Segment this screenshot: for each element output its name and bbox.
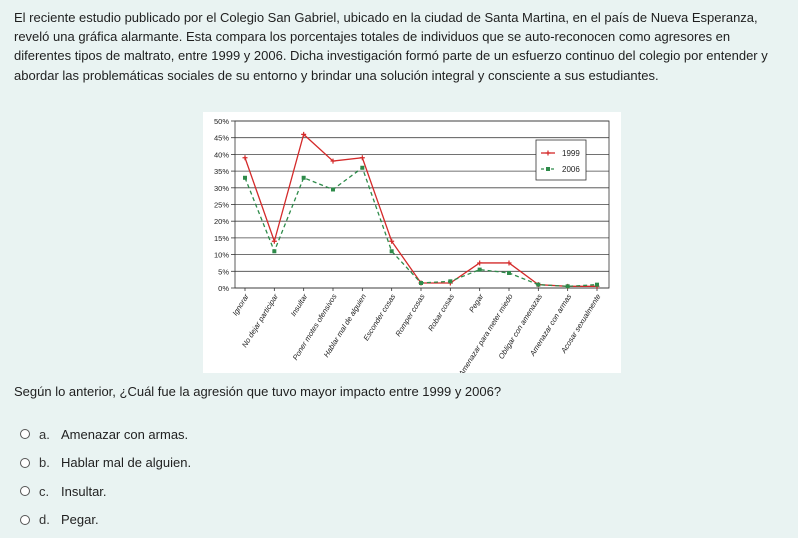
option-label: Pegar.	[61, 512, 99, 528]
data-point-2006	[331, 187, 335, 192]
data-point-2006	[360, 165, 365, 170]
data-point-1999	[271, 238, 277, 244]
data-point-2006	[477, 267, 482, 272]
data-point-2006	[507, 270, 511, 275]
y-tick-label: 45%	[214, 134, 229, 143]
option-letter: a.	[39, 426, 50, 442]
y-tick-label: 30%	[214, 184, 229, 193]
option-letter: c.	[39, 483, 50, 499]
y-tick-label: 50%	[214, 117, 229, 126]
option-letter: b.	[39, 455, 50, 471]
legend-marker	[546, 167, 550, 171]
data-point-1999	[359, 155, 365, 161]
y-tick-label: 0%	[218, 284, 229, 293]
y-tick-label: 35%	[214, 167, 229, 176]
data-point-1999	[506, 260, 512, 266]
y-tick-label: 10%	[214, 251, 229, 260]
data-point-2006	[389, 249, 394, 254]
answer-options: a. Amenazar con armas. b. Hablar mal de …	[20, 420, 191, 534]
radio-button[interactable]	[20, 514, 30, 525]
data-point-1999	[477, 260, 483, 266]
y-tick-label: 20%	[214, 217, 229, 226]
data-point-1999	[242, 155, 248, 161]
data-point-2006	[419, 280, 423, 285]
x-tick-label: Ignorar	[230, 292, 250, 317]
data-point-2006	[301, 175, 306, 180]
x-tick-label: Pegar	[467, 292, 486, 314]
line-chart: 0% 5% 10% 15% 20% 25% 30% 35% 40% 45% 50% Ignorar No…	[203, 112, 621, 373]
data-point-1999	[389, 238, 395, 244]
legend-box	[535, 139, 587, 181]
question-text: Según lo anterior, ¿Cuál fue la agresión…	[14, 384, 502, 399]
radio-button[interactable]	[20, 457, 30, 468]
data-point-1999	[330, 158, 336, 164]
data-point-2006	[595, 282, 599, 287]
legend-label: 2006	[562, 165, 580, 174]
y-tick-label: 40%	[214, 150, 229, 159]
data-point-2006	[536, 282, 541, 287]
data-point-2006	[565, 284, 570, 289]
data-point-2006	[448, 279, 453, 284]
x-tick-label: Romper cosas	[393, 292, 426, 338]
y-tick-label: 15%	[214, 234, 229, 243]
option-a[interactable]: a. Amenazar con armas.	[20, 420, 191, 449]
series-line-2006	[244, 166, 598, 287]
radio-button[interactable]	[20, 429, 30, 440]
chart-svg: 0%5%10%15%20%25%30%35%40%45%50%IgnorarNo…	[214, 117, 610, 373]
option-c[interactable]: c. Insultar.	[20, 477, 191, 506]
data-point-2006	[243, 175, 247, 180]
x-tick-label: Amenazar para meter miedo	[456, 292, 515, 373]
y-tick-label: 25%	[214, 201, 229, 210]
option-label: Amenazar con armas.	[61, 426, 189, 442]
data-point-1999	[301, 131, 307, 137]
legend-label: 1999	[562, 149, 580, 158]
plot-frame	[234, 120, 610, 289]
intro-paragraph: El reciente estudio publicado por el Col…	[14, 10, 768, 83]
data-point-2006	[272, 249, 277, 254]
legend-marker	[545, 150, 551, 156]
option-letter: d.	[39, 512, 50, 528]
x-tick-label: Esconder cosas	[361, 292, 397, 342]
option-label: Hablar mal de alguien.	[61, 455, 192, 471]
option-d[interactable]: d. Pegar.	[20, 506, 191, 535]
x-tick-label: Insultar	[289, 292, 310, 318]
radio-button[interactable]	[20, 486, 30, 497]
y-tick-label: 5%	[218, 267, 229, 276]
option-label: Insultar.	[61, 483, 107, 499]
option-b[interactable]: b. Hablar mal de alguien.	[20, 449, 191, 478]
x-tick-label: Robar cosas	[426, 292, 456, 333]
